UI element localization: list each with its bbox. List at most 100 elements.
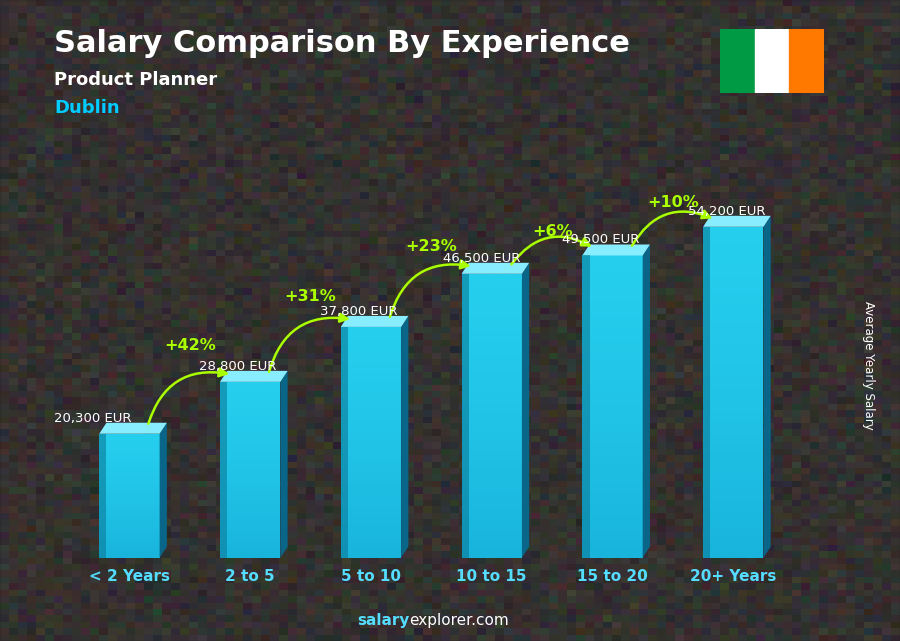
- Bar: [582, 440, 643, 444]
- Bar: [99, 434, 106, 558]
- Bar: [99, 549, 159, 550]
- Bar: [341, 474, 401, 477]
- Bar: [341, 517, 401, 520]
- Bar: [99, 466, 159, 468]
- Bar: [99, 519, 159, 520]
- Bar: [99, 494, 159, 495]
- Bar: [220, 439, 281, 441]
- Bar: [462, 338, 522, 341]
- Bar: [462, 313, 522, 317]
- Bar: [703, 247, 763, 252]
- Bar: [582, 478, 643, 482]
- Bar: [341, 370, 401, 373]
- Text: +10%: +10%: [647, 195, 698, 210]
- Bar: [341, 520, 401, 523]
- Bar: [220, 402, 281, 404]
- Bar: [99, 531, 159, 533]
- Bar: [341, 514, 401, 517]
- Polygon shape: [401, 316, 409, 558]
- Bar: [582, 286, 643, 290]
- Bar: [220, 448, 281, 450]
- Bar: [341, 465, 401, 468]
- Bar: [582, 531, 643, 535]
- Bar: [99, 438, 159, 440]
- Bar: [341, 376, 401, 379]
- Bar: [220, 540, 281, 542]
- Bar: [341, 535, 401, 537]
- Bar: [582, 308, 643, 312]
- Bar: [341, 408, 401, 410]
- Bar: [703, 289, 763, 293]
- Polygon shape: [220, 371, 288, 382]
- Bar: [341, 488, 401, 491]
- Bar: [99, 453, 159, 454]
- Bar: [341, 350, 401, 353]
- Bar: [99, 477, 159, 479]
- Bar: [341, 399, 401, 402]
- Bar: [99, 508, 159, 510]
- Bar: [220, 529, 281, 531]
- Bar: [220, 474, 281, 476]
- Bar: [99, 474, 159, 476]
- Bar: [99, 488, 159, 490]
- Bar: [99, 463, 159, 465]
- Bar: [703, 301, 763, 305]
- Bar: [220, 542, 281, 544]
- Bar: [220, 522, 281, 525]
- Bar: [341, 471, 401, 474]
- Text: +23%: +23%: [406, 239, 457, 254]
- Bar: [582, 418, 643, 422]
- Bar: [703, 310, 763, 313]
- Bar: [703, 545, 763, 549]
- Bar: [582, 350, 643, 354]
- Bar: [99, 520, 159, 522]
- Bar: [99, 502, 159, 503]
- Bar: [703, 388, 763, 392]
- Bar: [582, 516, 643, 520]
- Bar: [220, 417, 281, 419]
- Bar: [220, 544, 281, 547]
- Bar: [582, 460, 643, 463]
- Bar: [462, 387, 522, 391]
- Bar: [220, 490, 281, 492]
- Bar: [462, 324, 522, 327]
- Bar: [462, 416, 522, 419]
- Bar: [582, 490, 643, 494]
- Bar: [341, 405, 401, 408]
- Bar: [341, 385, 401, 387]
- Bar: [703, 549, 763, 554]
- Bar: [341, 451, 401, 454]
- Bar: [341, 509, 401, 512]
- Bar: [582, 444, 643, 448]
- Bar: [703, 409, 763, 413]
- Bar: [220, 408, 281, 410]
- Bar: [341, 422, 401, 425]
- Bar: [462, 512, 522, 515]
- Bar: [462, 302, 522, 306]
- Bar: [462, 384, 522, 387]
- Bar: [220, 444, 281, 445]
- Bar: [99, 462, 159, 463]
- Bar: [341, 503, 401, 506]
- Bar: [582, 542, 643, 546]
- Polygon shape: [703, 216, 770, 227]
- Bar: [582, 365, 643, 369]
- Bar: [220, 393, 281, 395]
- Bar: [220, 505, 281, 507]
- Bar: [99, 517, 159, 519]
- Bar: [341, 353, 401, 356]
- Bar: [703, 524, 763, 529]
- Bar: [703, 272, 763, 276]
- Bar: [99, 446, 159, 447]
- Bar: [99, 449, 159, 451]
- Bar: [703, 396, 763, 401]
- Bar: [220, 483, 281, 485]
- Bar: [462, 497, 522, 501]
- Bar: [341, 448, 401, 451]
- Bar: [703, 372, 763, 376]
- Bar: [220, 424, 281, 426]
- Bar: [462, 331, 522, 334]
- Bar: [220, 476, 281, 479]
- Bar: [99, 468, 159, 469]
- Bar: [462, 519, 522, 522]
